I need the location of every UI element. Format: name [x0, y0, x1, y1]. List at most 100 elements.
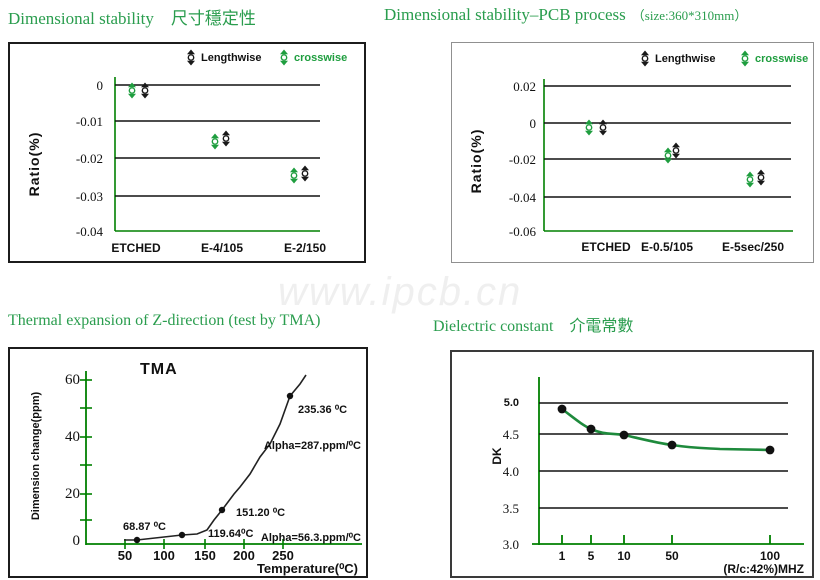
- data-point-marker-crosswise: [745, 171, 755, 188]
- x-tick-marks: [124, 539, 284, 549]
- lengthwise-marker-icon: [640, 50, 650, 67]
- data-point-marker-lengthwise: [671, 142, 681, 159]
- annotation-point-3: 151.20 ⁰C: [236, 507, 286, 519]
- y-axis-label: Ratio(%): [26, 131, 42, 197]
- data-point: [765, 445, 775, 455]
- x-tick-label: 200: [233, 548, 255, 563]
- y-tick-label: -0.01: [75, 114, 103, 129]
- title-pcb-main: Dimensional stability–PCB process: [384, 5, 626, 24]
- y-tick-label: -0.03: [75, 189, 103, 204]
- updown-arrow-circle-glyph: [741, 50, 749, 67]
- annotation-alpha-low: Alpha=56.3.ppm/⁰C: [260, 532, 361, 544]
- x-category-label: E-2/150: [283, 241, 327, 255]
- y-axis-label: Ratio(%): [468, 128, 484, 194]
- y-tick-label: -0.02: [75, 151, 103, 166]
- legend-lengthwise: Lengthwise: [186, 49, 262, 66]
- updown-arrow-circle-glyph: [280, 49, 288, 66]
- data-point: [557, 404, 567, 414]
- data-point-marker-lengthwise: [140, 82, 150, 99]
- updown-arrow-circle-glyph: [585, 119, 593, 136]
- annotation-point-2: 119.64⁰C: [208, 528, 254, 540]
- y-tick-label: -0.04: [75, 224, 103, 239]
- x-tick-label: 100: [153, 548, 175, 563]
- y-tick-label: 60: [65, 372, 80, 388]
- y-tick-label: 3.0: [502, 537, 519, 552]
- y-tick-label: 40: [65, 429, 80, 445]
- x-category-label: E-5sec/250: [721, 240, 785, 254]
- updown-arrow-circle-glyph: [599, 119, 607, 136]
- data-point-marker-crosswise: [663, 147, 673, 164]
- chart-tma: TMA Dimension change(ppm) 60 40 20 0 50 …: [8, 347, 368, 578]
- x-tick-label: 5: [587, 549, 595, 563]
- chart-dielectric-constant: DK 5.0 4.5 4.0 3.5 3.0 1 5 10 50 100 (R/…: [450, 350, 814, 578]
- y-tick-label: 5.0: [503, 397, 519, 409]
- title-thermal-expansion: Thermal expansion of Z-direction (test b…: [8, 312, 321, 329]
- chart-dimensional-stability: Lengthwise crosswise Ratio(%) 0 -0.01 -0…: [8, 42, 366, 263]
- data-point: [586, 424, 596, 434]
- data-point: [667, 440, 677, 450]
- annotation-point-1: 68.87 ⁰C: [123, 521, 166, 533]
- y-tick-label: 4.0: [502, 464, 519, 479]
- updown-arrow-circle-glyph: [187, 49, 195, 66]
- crosswise-marker-icon: [740, 50, 750, 67]
- legend-crosswise-label: crosswise: [755, 52, 809, 65]
- data-point-marker-crosswise: [127, 82, 137, 99]
- updown-arrow-circle-glyph: [746, 171, 754, 188]
- plot-axes: [543, 79, 793, 232]
- y-tick-label: 0: [529, 116, 537, 131]
- x-category-label: E-4/105: [200, 241, 244, 255]
- x-tick-label: 50: [117, 548, 133, 563]
- data-point: [178, 531, 186, 539]
- x-category-label: ETCHED: [581, 240, 631, 254]
- updown-arrow-circle-glyph: [641, 50, 649, 67]
- lengthwise-marker-icon: [186, 49, 196, 66]
- x-tick-label: 10: [617, 549, 631, 563]
- updown-arrow-circle-glyph: [128, 82, 136, 99]
- plot-axes: [80, 371, 362, 549]
- updown-arrow-circle-glyph: [290, 167, 298, 184]
- legend-lengthwise: Lengthwise: [640, 50, 716, 67]
- y-tick-label: -0.02: [508, 152, 536, 167]
- y-tick-marks: [80, 379, 92, 521]
- updown-arrow-circle-glyph: [301, 165, 309, 182]
- legend-crosswise: crosswise: [279, 49, 347, 66]
- updown-arrow-circle-glyph: [211, 133, 219, 150]
- tma-data-points: [133, 392, 294, 544]
- plot-axes: [532, 377, 804, 545]
- title-dielectric-constant: Dielectric constant 介電常數: [433, 318, 634, 335]
- data-point-marker-lengthwise: [598, 119, 608, 136]
- data-point-marker-lengthwise: [221, 130, 231, 147]
- data-point: [619, 430, 629, 440]
- legend-crosswise: crosswise: [740, 50, 808, 67]
- x-tick-label: 1: [558, 549, 566, 563]
- y-tick-label: 0.02: [513, 79, 536, 94]
- x-category-label: ETCHED: [111, 241, 161, 255]
- plot-axes: [114, 77, 320, 232]
- x-tick-label: 250: [272, 548, 294, 563]
- x-tick-marks: [561, 535, 771, 544]
- chart-dimensional-stability-pcb: Lengthwise crosswise Ratio(%) 0.02 0 -0.…: [451, 42, 814, 263]
- data-point: [286, 392, 294, 400]
- y-tick-label: -0.04: [508, 190, 536, 205]
- data-point-marker-lengthwise: [756, 169, 766, 186]
- data-point: [218, 506, 226, 514]
- y-tick-label: 4.5: [502, 427, 519, 442]
- title-dimensional-stability: Dimensional stability 尺寸穩定性: [8, 9, 256, 28]
- watermark: www.ipcb.cn: [278, 270, 523, 314]
- updown-arrow-circle-glyph: [222, 130, 230, 147]
- x-tick-label: 50: [665, 549, 679, 563]
- updown-arrow-circle-glyph: [141, 82, 149, 99]
- data-point: [133, 536, 141, 544]
- data-point-marker-crosswise: [289, 167, 299, 184]
- data-point-marker-crosswise: [584, 119, 594, 136]
- y-tick-label: 3.5: [502, 501, 519, 516]
- y-tick-label: 0: [72, 533, 81, 549]
- title-pcb-size-note: （size:360*310mm）: [631, 8, 748, 23]
- dk-data-points: [557, 404, 775, 455]
- chart-title-tma: TMA: [140, 361, 178, 378]
- title-dimensional-stability-pcb: Dimensional stability–PCB process （size:3…: [384, 5, 747, 25]
- legend-lengthwise-label: Lengthwise: [655, 52, 716, 65]
- x-tick-label: 150: [194, 548, 216, 563]
- updown-arrow-circle-glyph: [664, 147, 672, 164]
- y-tick-label: 20: [65, 486, 80, 502]
